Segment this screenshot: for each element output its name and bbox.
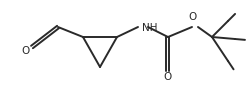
Text: O: O [163, 72, 171, 82]
Text: NH: NH [141, 23, 157, 33]
Text: O: O [22, 46, 30, 56]
Text: O: O [188, 12, 196, 22]
